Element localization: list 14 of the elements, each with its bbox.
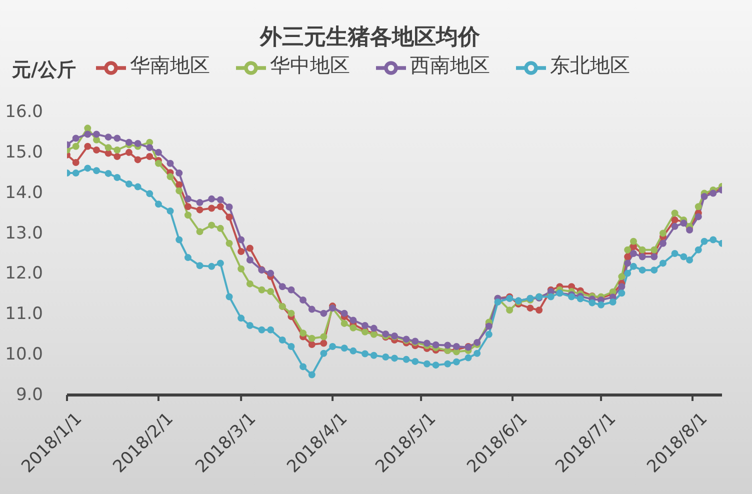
y-tick-label: 13.0 (5, 223, 43, 244)
legend-label: 西南地区 (410, 53, 490, 77)
y-tick-label: 10.0 (5, 344, 43, 365)
y-tick-label: 14.0 (5, 182, 43, 203)
legend-label: 东北地区 (550, 53, 630, 77)
y-axis-title: 元/公斤 (12, 58, 76, 82)
legend-label: 华中地区 (270, 53, 350, 77)
y-tick-label: 16.0 (5, 102, 43, 122)
legend-label: 华南地区 (130, 53, 210, 77)
y-tick-label: 9.0 (16, 385, 43, 405)
y-tick-label: 12.0 (5, 264, 43, 284)
chart-title: 外三元生猪各地区均价 (258, 24, 481, 52)
y-tick-label: 11.0 (5, 304, 43, 324)
y-tick-label: 15.0 (5, 142, 43, 162)
